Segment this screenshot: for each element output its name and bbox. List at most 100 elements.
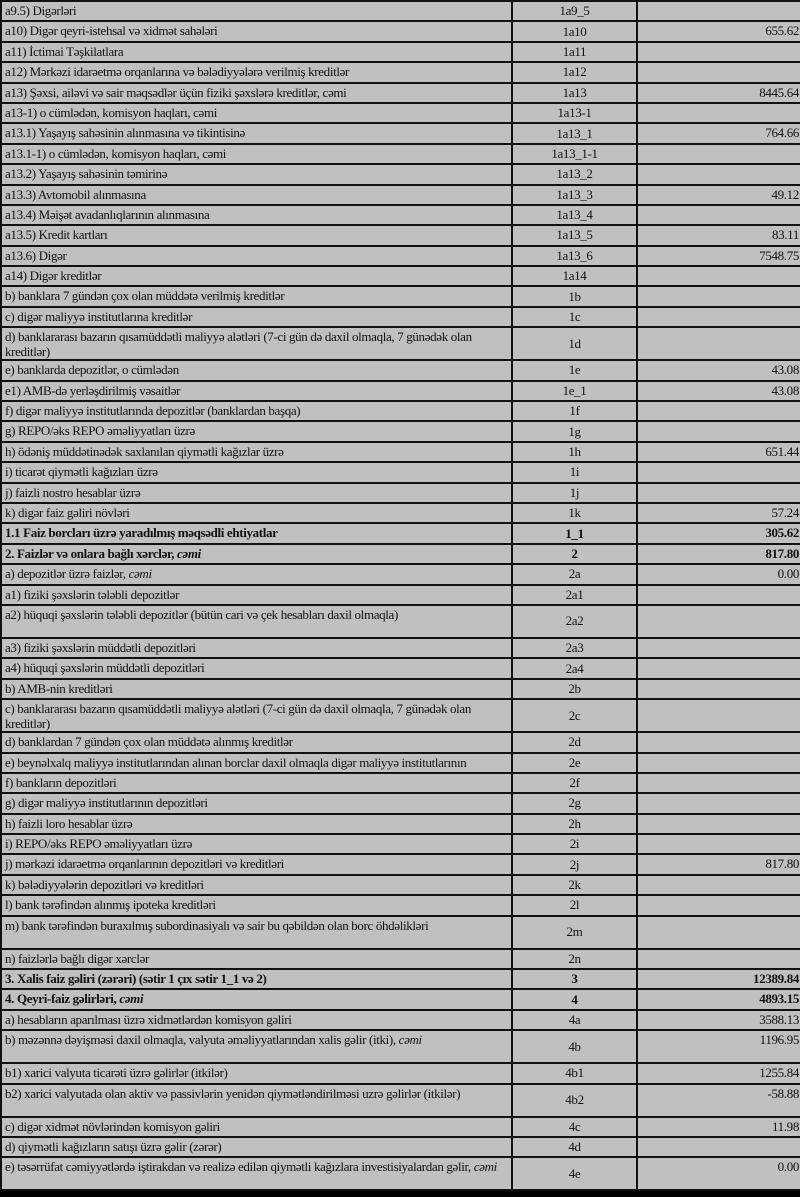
row-code: 1a9_5: [511, 0, 638, 23]
row-label: g) digər maliyyə institutlarının depozit…: [0, 792, 513, 815]
table-row: a13.3) Avtomobil alınmasına 1a13_3 49.12: [0, 183, 800, 206]
row-label-text: a13.4) Məişət avadanlıqlarının alınmasın…: [5, 206, 210, 222]
row-code: 2a2: [511, 603, 638, 639]
row-code: 4: [511, 988, 638, 1011]
row-value: [636, 677, 800, 701]
row-label-text: a11) İctimai Təşkilatlara: [5, 43, 124, 59]
row-label-text: a12) Mərkəzi idarəetmə orqanlarına və bə…: [5, 64, 350, 80]
row-code: 2n: [511, 947, 638, 971]
row-code: 1a13: [511, 81, 638, 104]
row-label: i) REPO/əks REPO əməliyyatları üzrə: [0, 833, 513, 856]
row-label-text: 2. Faizlər və onlara bağlı xərclər,: [5, 545, 178, 561]
table-row: n) faizlərlə bağlı digər xərclər 2n: [0, 947, 800, 971]
table-row: a13.5) Kredit kartları 1a13_5 83.11: [0, 224, 800, 247]
row-label-text: f) digər maliyyə institutlarında depozit…: [5, 403, 301, 419]
table-row: 3. Xalis faiz gəliri (zərəri) (sətir 1 ç…: [0, 967, 800, 991]
row-label-text: m) bank tərəfindən buraxılmış subordinas…: [5, 917, 429, 933]
table-row: j) faizli nostro hesablar üzrə 1j: [0, 481, 800, 505]
row-value: 12389.84: [636, 967, 800, 991]
row-label-text: g) REPO/əks REPO əməliyyatları üzrə: [5, 423, 195, 439]
row-label-text: h) faizli loro hesablar üzrə: [5, 815, 133, 831]
row-value: [636, 603, 800, 639]
row-label-text: b) banklara 7 gündən çox olan müddətə ve…: [5, 288, 285, 304]
row-label: a13.4) Məişət avadanlıqlarının alınmasın…: [0, 203, 513, 227]
row-code: 2e: [511, 751, 638, 774]
row-value: [636, 163, 800, 186]
row-value: [636, 731, 800, 754]
table-row: b) məzənnə dəyişməsi daxil olmaqla, valy…: [0, 1029, 800, 1065]
table-row: h) ödəniş müddətinədək saxlanılan qiymət…: [0, 440, 800, 464]
row-value: [636, 142, 800, 166]
row-code: 1a13_6: [511, 244, 638, 268]
row-code: 2a3: [511, 636, 638, 660]
row-label-text: i) ticarət qiymətli kağızları üzrə: [5, 464, 158, 480]
row-label: a) hesabların aparılması üzrə xidmətlərd…: [0, 1008, 513, 1032]
table-row: g) digər maliyyə institutlarının depozit…: [0, 792, 800, 815]
row-value: [636, 583, 800, 606]
row-code: 1e_1: [511, 379, 638, 403]
table-row: b1) xarici valyuta ticarəti üzrə gəlirlə…: [0, 1062, 800, 1085]
row-label-emphasis: cəmi: [128, 566, 152, 582]
row-label: e) beynəlxalq maliyyə institutlarından a…: [0, 751, 513, 774]
row-label-text: e) təsərrüfat cəmiyyətlərdə iştirakdan v…: [5, 1159, 474, 1175]
row-label-text: c) banklararası bazarın qısamüddətli mal…: [5, 701, 471, 732]
row-code: 4b1: [511, 1062, 638, 1085]
row-code: 1k: [511, 501, 638, 525]
row-value: [636, 873, 800, 897]
row-label: k) bələdiyyələrin depozitləri və kreditl…: [0, 873, 513, 897]
table-row: 4. Qeyri-faiz gəlirləri, cəmi 4 4893.15: [0, 988, 800, 1011]
row-label-text: a3) fiziki şəxslərin müddətli depozitlər…: [5, 639, 196, 655]
row-label-text: c) digər xidmət növlərindən komisyon gəl…: [5, 1118, 220, 1134]
row-value: [636, 894, 800, 917]
row-code: 1g: [511, 420, 638, 443]
row-value: [636, 461, 800, 484]
row-label: d) banklardan 7 gündən çox olan müddətə …: [0, 731, 513, 754]
row-value: 49.12: [636, 183, 800, 206]
row-code: 2k: [511, 873, 638, 897]
row-label: c) digər xidmət növlərindən komisyon gəl…: [0, 1115, 513, 1138]
row-label: a13.6) Digər: [0, 244, 513, 268]
row-label: a11) İctimai Təşkilatlara: [0, 40, 513, 64]
row-code: 1a13-1: [511, 101, 638, 125]
row-label: e) təsərrüfat cəmiyyətlərdə iştirakdan v…: [0, 1156, 513, 1192]
table-row: g) REPO/əks REPO əməliyyatları üzrə 1g: [0, 420, 800, 443]
row-value: [636, 792, 800, 815]
row-label-text: a14) Digər kreditlər: [5, 268, 102, 284]
row-value: 8445.64: [636, 81, 800, 104]
row-code: 1a10: [511, 20, 638, 43]
row-label-text: a13) Şəxsi, ailəvi və sair məqsədlər üçü…: [5, 84, 347, 100]
row-label: 3. Xalis faiz gəliri (zərəri) (sətir 1 ç…: [0, 967, 513, 991]
row-value: [636, 947, 800, 971]
row-label-text: a) hesabların aparılması üzrə xidmətlərd…: [5, 1011, 292, 1027]
row-label: a13.1) Yaşayış sahəsinin alınmasına və t…: [0, 122, 513, 145]
row-value: [636, 285, 800, 308]
row-value: [636, 812, 800, 836]
row-label: h) faizli loro hesablar üzrə: [0, 812, 513, 836]
row-label-text: e) banklarda depozitlər, o cümlədən: [5, 362, 179, 378]
row-code: 1d: [511, 326, 638, 362]
row-value: 305.62: [636, 522, 800, 545]
row-value: 0.00: [636, 563, 800, 586]
row-value: [636, 420, 800, 443]
table-row: e) beynəlxalq maliyyə institutlarından a…: [0, 751, 800, 774]
row-label-text: 1.1 Faiz borcları üzrə yaradılmış məqsəd…: [5, 525, 278, 541]
row-label: a10) Digər qeyri-istehsal və xidmət sahə…: [0, 20, 513, 43]
table-row: k) digər faiz gəliri növləri 1k 57.24: [0, 501, 800, 525]
row-value: [636, 101, 800, 125]
row-label-text: n) faizlərlə bağlı digər xərclər: [5, 950, 149, 966]
row-code: 2b: [511, 677, 638, 701]
table-row: a13.6) Digər 1a13_6 7548.75: [0, 244, 800, 268]
row-code: 4b: [511, 1029, 638, 1065]
row-label-text: d) banklararası bazarın qısamüddətli mal…: [5, 329, 472, 360]
row-label-text: a4) hüquqi şəxslərin müddətli depozitlər…: [5, 660, 205, 676]
row-code: 1j: [511, 481, 638, 505]
row-code: 2c: [511, 698, 638, 734]
row-value: 1255.84: [636, 1062, 800, 1085]
row-label: a14) Digər kreditlər: [0, 265, 513, 288]
table-row: b) banklara 7 gündən çox olan müddətə ve…: [0, 285, 800, 308]
row-label-text: a13-1) o cümlədən, komisyon haqları, cəm…: [5, 104, 218, 120]
row-label: j) mərkəzi idarəetmə orqanlarının depozi…: [0, 853, 513, 876]
row-label-text: a13.1) Yaşayış sahəsinin alınmasına və t…: [5, 125, 245, 141]
row-code: 1i: [511, 461, 638, 484]
table-row: i) ticarət qiymətli kağızları üzrə 1i: [0, 461, 800, 484]
